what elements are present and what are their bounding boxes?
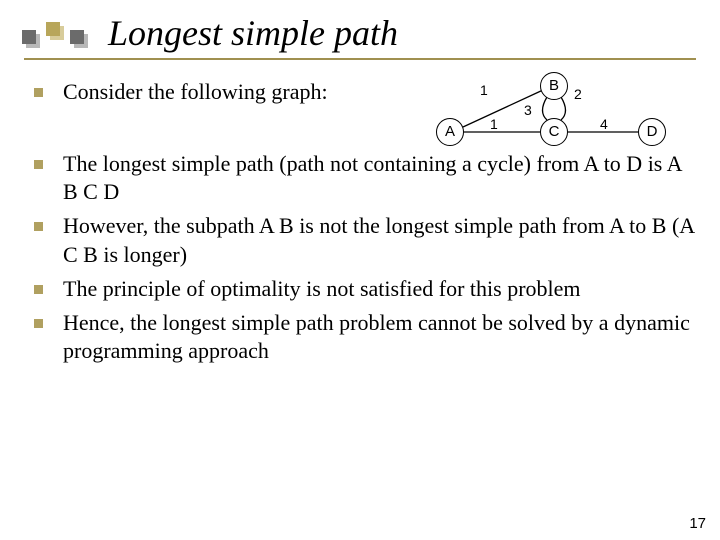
title-underline [24, 58, 696, 60]
bullet-text: Consider the following graph: [63, 78, 328, 106]
deco-square [22, 30, 36, 44]
edge-label: 1 [490, 116, 498, 132]
bullet-text: Hence, the longest simple path problem c… [63, 309, 696, 365]
bullet-marker [34, 222, 43, 231]
bullet-item: Hence, the longest simple path problem c… [34, 309, 696, 365]
bullet-text: However, the subpath A B is not the long… [63, 212, 696, 268]
bullet-marker [34, 160, 43, 169]
edge-label: 3 [524, 102, 532, 118]
bullet-marker [34, 319, 43, 328]
deco-square [46, 22, 60, 36]
bullet-item: However, the subpath A B is not the long… [34, 212, 696, 268]
bullet-item: The longest simple path (path not contai… [34, 150, 696, 206]
bullet-text: The longest simple path (path not contai… [63, 150, 696, 206]
edge-label: 4 [600, 116, 608, 132]
graph-diagram: A BC D 1 1 3 2 4 [430, 72, 690, 158]
page-number: 17 [689, 515, 706, 532]
bullet-item: The principle of optimality is not satis… [34, 275, 696, 303]
graph-node-d: D [638, 118, 666, 146]
graph-node-c: C [540, 118, 568, 146]
edge-label: 1 [480, 82, 488, 98]
graph-node-a: A [436, 118, 464, 146]
graph-node-b: B [540, 72, 568, 100]
edge-label: 2 [574, 86, 582, 102]
title-decoration [22, 18, 102, 54]
slide-title: Longest simple path [108, 12, 398, 54]
bullet-text: The principle of optimality is not satis… [63, 275, 581, 303]
bullet-marker [34, 285, 43, 294]
deco-square [70, 30, 84, 44]
bullet-marker [34, 88, 43, 97]
